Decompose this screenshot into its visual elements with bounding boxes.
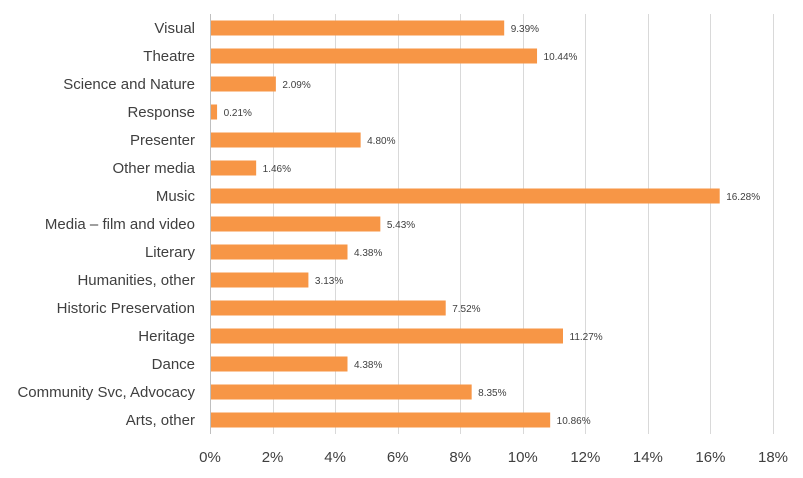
category-label: Community Svc, Advocacy [17, 384, 195, 401]
category-label: Humanities, other [77, 272, 195, 289]
data-label: 4.38% [354, 360, 382, 371]
bars [210, 20, 720, 428]
data-label: 7.52% [452, 304, 480, 315]
x-tick-label: 12% [570, 449, 600, 466]
x-tick-label: 2% [262, 449, 284, 466]
x-tick-label: 6% [387, 449, 409, 466]
labels: 0% 2% 4% 6% 8% 10% 12% 14% 16% 18% Visual 9.39% Thea… [17, 20, 788, 466]
x-tick-label: 8% [449, 449, 471, 466]
category-label: Arts, other [126, 412, 195, 429]
x-tick-label: 14% [633, 449, 663, 466]
x-tick-label: 4% [324, 449, 346, 466]
data-label: 2.09% [282, 80, 310, 91]
bar [210, 160, 257, 176]
data-label: 10.44% [544, 52, 578, 63]
category-label: Visual [154, 20, 195, 37]
data-label: 0.21% [224, 108, 252, 119]
bar [210, 300, 446, 316]
category-label: Heritage [138, 328, 195, 345]
bar [210, 272, 309, 288]
category-label: Dance [152, 356, 195, 373]
data-label: 10.86% [557, 416, 591, 427]
data-label: 8.35% [478, 388, 506, 399]
bar [210, 216, 381, 232]
data-label: 3.13% [315, 276, 343, 287]
bar [210, 132, 361, 148]
category-label: Historic Preservation [57, 300, 195, 317]
category-label: Media – film and video [45, 216, 195, 233]
bar [210, 104, 218, 120]
x-tick-label: 10% [508, 449, 538, 466]
category-label: Literary [145, 244, 196, 261]
data-label: 11.27% [570, 332, 603, 343]
bar [210, 384, 472, 400]
bar [210, 76, 276, 92]
category-label: Presenter [130, 132, 195, 149]
category-label: Other media [112, 160, 195, 177]
data-label: 5.43% [387, 220, 415, 231]
data-label: 1.46% [263, 164, 291, 175]
bar [210, 328, 564, 344]
category-label: Music [156, 188, 196, 205]
x-tick-label: 18% [758, 449, 788, 466]
bar [210, 20, 505, 36]
category-label: Response [127, 104, 195, 121]
data-label: 16.28% [726, 192, 760, 203]
bar [210, 356, 348, 372]
data-label: 9.39% [511, 24, 539, 35]
data-label: 4.38% [354, 248, 382, 259]
bar [210, 244, 348, 260]
bar [210, 188, 720, 204]
x-tick-label: 0% [199, 449, 221, 466]
bar [210, 48, 538, 64]
x-tick-label: 16% [695, 449, 725, 466]
data-label: 4.80% [367, 136, 395, 147]
category-label: Science and Nature [63, 76, 195, 93]
gridlines [273, 14, 774, 434]
bar [210, 412, 551, 428]
category-label: Theatre [143, 48, 195, 65]
